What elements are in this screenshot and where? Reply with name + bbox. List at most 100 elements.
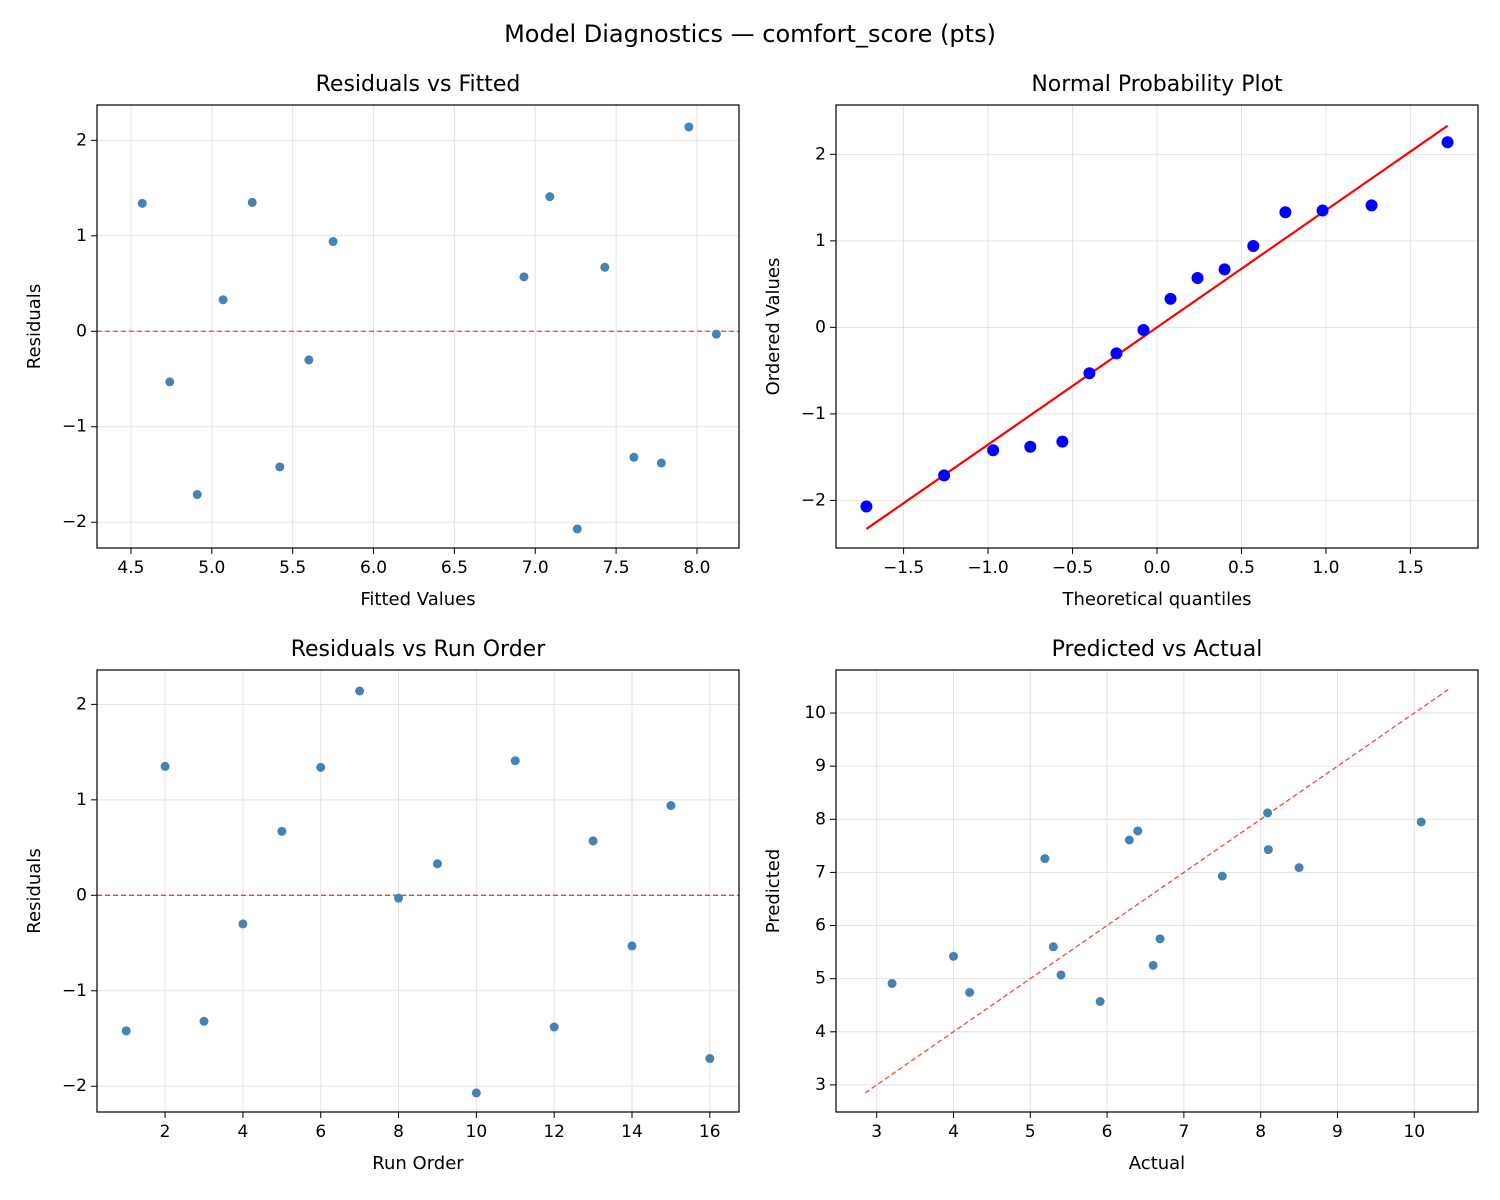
point <box>355 686 365 696</box>
y-tick-label: −1 <box>62 981 87 1001</box>
point <box>1124 835 1134 845</box>
point <box>666 801 676 811</box>
point <box>1110 347 1123 360</box>
axes-frame <box>835 104 1479 549</box>
point <box>627 941 637 951</box>
x-tick-label: 6 <box>1102 1122 1113 1142</box>
axes-title: Residuals vs Run Order <box>291 637 546 662</box>
y-tick-label: 7 <box>815 862 826 882</box>
point <box>1148 960 1158 970</box>
y-tick-label: 1 <box>76 790 87 810</box>
y-tick-label: 5 <box>815 969 826 989</box>
figure-title: Model Diagnostics — comfort_score (pts) <box>504 20 996 48</box>
point <box>1137 323 1150 336</box>
axes-title: Predicted vs Actual <box>1052 637 1263 662</box>
point <box>1416 817 1426 827</box>
x-tick-label: 6.0 <box>360 558 387 578</box>
point <box>656 458 666 468</box>
x-tick-label: 4 <box>237 1122 248 1142</box>
axes-frame <box>96 669 740 1113</box>
point <box>247 197 257 207</box>
x-tick-label: 12 <box>543 1122 565 1142</box>
x-tick-label: 7.0 <box>522 558 549 578</box>
y-tick-label: 0 <box>815 317 826 337</box>
x-tick-label: 8.0 <box>683 558 710 578</box>
point <box>1218 263 1231 276</box>
point <box>275 462 285 472</box>
x-tick-label: 4.5 <box>117 558 144 578</box>
x-tick-label: 6 <box>315 1122 326 1142</box>
point <box>572 524 582 534</box>
y-tick-label: 2 <box>815 144 826 164</box>
point <box>1316 204 1329 217</box>
x-tick-label: −1.0 <box>967 558 1008 578</box>
point <box>519 272 529 282</box>
point <box>1155 934 1165 944</box>
point <box>1040 854 1050 864</box>
point <box>1056 970 1066 980</box>
fit-line <box>864 688 1450 1094</box>
point <box>705 1054 715 1064</box>
point <box>1279 206 1292 219</box>
y-axis-label: Residuals <box>24 848 45 933</box>
point <box>1095 997 1105 1006</box>
point <box>1024 440 1037 453</box>
point <box>1294 863 1304 873</box>
y-axis-label: Ordered Values <box>763 258 784 396</box>
x-tick-label: 7.5 <box>603 558 630 578</box>
y-tick-label: −2 <box>62 1076 87 1096</box>
point <box>277 826 287 836</box>
x-tick-label: 5.0 <box>198 558 225 578</box>
axes-title: Normal Probability Plot <box>1031 72 1283 97</box>
x-tick-label: 6.5 <box>441 558 468 578</box>
point <box>549 1022 559 1032</box>
y-tick-label: 3 <box>815 1075 826 1095</box>
point <box>711 329 721 339</box>
x-tick-label: −0.5 <box>1052 558 1093 578</box>
x-tick-label: 0.0 <box>1143 558 1170 578</box>
point <box>588 836 598 846</box>
point <box>160 761 170 771</box>
x-axis-label: Fitted Values <box>360 589 475 610</box>
y-tick-label: 9 <box>815 756 826 776</box>
y-tick-label: 0 <box>76 885 87 905</box>
axes-frame <box>96 104 740 549</box>
point <box>238 919 248 929</box>
x-tick-label: 4 <box>948 1122 959 1142</box>
x-tick-label: 10 <box>1403 1122 1425 1142</box>
x-tick-label: 10 <box>466 1122 488 1142</box>
point <box>965 987 975 997</box>
y-tick-label: 10 <box>804 703 826 723</box>
y-tick-label: −1 <box>62 417 87 437</box>
point <box>1083 367 1096 380</box>
point <box>938 469 951 482</box>
x-tick-label: 3 <box>871 1122 882 1142</box>
point <box>432 859 442 869</box>
point <box>304 355 314 365</box>
y-tick-label: 6 <box>815 916 826 936</box>
point <box>1263 808 1273 818</box>
point <box>948 951 958 961</box>
point <box>137 198 147 208</box>
y-tick-label: −2 <box>62 512 87 532</box>
point <box>887 978 897 988</box>
y-tick-label: 1 <box>76 226 87 246</box>
point <box>121 1026 131 1036</box>
x-tick-label: 7 <box>1178 1122 1189 1142</box>
point <box>629 452 639 462</box>
point <box>192 490 202 500</box>
point <box>316 762 326 772</box>
point <box>1191 272 1204 285</box>
fit-line <box>865 124 1449 530</box>
x-tick-label: 8 <box>1255 1122 1266 1142</box>
y-tick-label: −1 <box>801 404 826 424</box>
point <box>218 295 228 305</box>
x-tick-label: 1.0 <box>1312 558 1339 578</box>
y-tick-label: 4 <box>815 1022 826 1042</box>
point <box>545 192 555 202</box>
point <box>1247 240 1260 253</box>
point <box>328 237 338 247</box>
axes-frame <box>835 669 1479 1113</box>
